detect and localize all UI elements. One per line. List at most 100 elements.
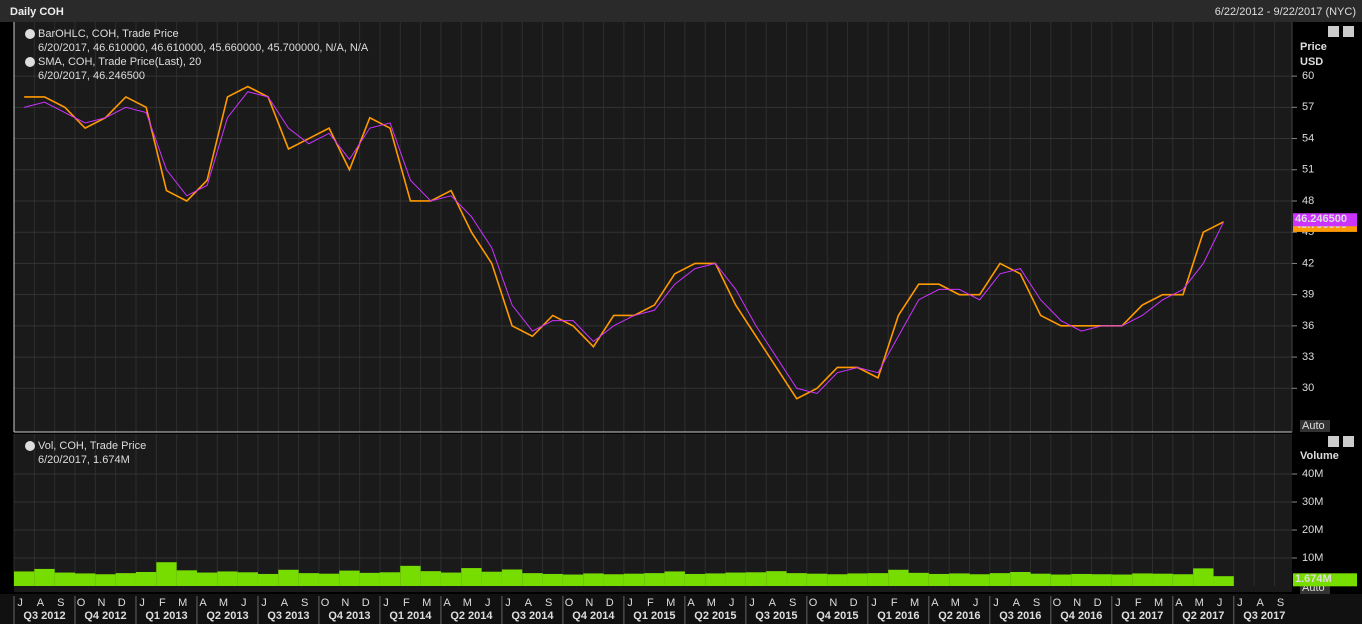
quarter-label: Q1 2016 [877,610,919,622]
month-label: A [931,597,939,609]
quarter-label: Q3 2012 [23,610,65,622]
month-label: M [951,597,960,609]
volume-bar [969,574,990,586]
volume-bar [603,574,624,586]
legend-detail: 6/20/2017, 1.674M [38,454,130,466]
auto-label: Auto [1302,420,1325,432]
month-label: F [403,597,410,609]
volume-bar [400,565,421,586]
quarter-label: Q3 2017 [1243,610,1285,622]
volume-bar [95,574,116,586]
volume-bar [278,569,299,586]
quarter-label: Q3 2013 [267,610,309,622]
volume-bar [1030,573,1051,586]
month-label: D [118,597,126,609]
month-label: S [1277,597,1284,609]
volume-bar [74,573,96,586]
month-label: S [57,597,64,609]
month-label: O [809,597,818,609]
volume-bar [684,573,706,586]
x-axis-bar [0,594,1362,624]
month-label: J [505,597,511,609]
month-label: J [261,597,267,609]
volume-bar [1111,574,1133,586]
volume-bar [1213,576,1234,586]
volume-bar [1091,574,1112,586]
volume-bar [1071,573,1092,586]
volume-bar [14,571,35,586]
volume-bar [481,571,502,586]
legend-name: Vol, COH, Trade Price [38,440,146,452]
volume-bar [1152,573,1173,586]
month-label: D [850,597,858,609]
price-panel [14,22,1292,432]
close-button[interactable] [1343,26,1354,37]
y-axis-title: Price [1300,41,1327,53]
quarter-label: Q3 2014 [511,610,554,622]
month-label: M [219,597,228,609]
month-label: M [707,597,716,609]
month-label: O [77,597,86,609]
y-tick-label: 33 [1302,351,1314,363]
legend-name: SMA, COH, Trade Price(Last), 20 [38,56,201,68]
month-label: J [485,597,491,609]
price-line [24,91,1225,395]
y-tick-label: 54 [1302,132,1314,144]
price-line [24,85,1225,400]
month-label: D [362,597,370,609]
volume-bar [827,574,848,586]
volume-bar [1132,573,1153,586]
volume-bar [135,572,157,586]
month-label: S [545,597,552,609]
y-tick-label: 36 [1302,320,1314,332]
volume-bar [725,572,746,586]
volume-bar [339,570,360,586]
quarter-label: Q2 2016 [938,610,980,622]
month-label: S [789,597,796,609]
month-label: F [647,597,654,609]
month-label: J [1217,597,1223,609]
volume-bar [298,573,319,586]
month-label: M [666,597,675,609]
quarter-label: Q4 2013 [328,610,370,622]
month-label: O [1053,597,1062,609]
close-button[interactable] [1343,436,1354,447]
volume-panel [14,434,1292,592]
volume-bar [583,573,604,586]
volume-bar [237,572,258,586]
panel-button[interactable] [1328,436,1339,447]
month-label: N [829,597,837,609]
volume-bar [928,573,950,586]
volume-bar [461,568,482,586]
month-label: A [1257,597,1265,609]
month-label: J [973,597,979,609]
month-label: F [1135,597,1142,609]
y-tick-label: 57 [1302,101,1314,113]
month-label: J [627,597,633,609]
auto-button [1300,420,1330,432]
legend-detail: 6/20/2017, 46.246500 [38,70,145,82]
month-label: J [749,597,755,609]
quarter-label: Q2 2017 [1182,610,1224,622]
volume-bar [623,573,645,586]
month-label: F [159,597,166,609]
legend-icon [25,29,35,39]
volume-bar [440,572,462,586]
month-label: N [97,597,105,609]
month-label: J [241,597,247,609]
volume-bar [359,572,380,586]
y-tick-label: 30M [1302,496,1323,508]
volume-bar [1193,568,1214,586]
legend-detail: 6/20/2017, 46.610000, 46.610000, 45.6600… [38,42,369,54]
volume-bar [542,573,563,586]
volume-bar [54,572,75,586]
month-label: A [37,597,45,609]
y-tick-label: 30 [1302,382,1314,394]
volume-bar [196,572,218,586]
date-range: 6/22/2012 - 9/22/2017 (NYC) [1215,6,1356,18]
last-value-label: 46.246500 [1295,213,1347,225]
month-label: A [281,597,289,609]
panel-button[interactable] [1328,26,1339,37]
volume-bar [766,571,787,586]
